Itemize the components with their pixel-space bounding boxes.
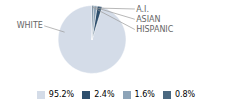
svg-text:WHITE: WHITE: [17, 21, 43, 30]
html-text:95.2%: 95.2%: [48, 90, 75, 99]
html-text:0.8%: 0.8%: [174, 90, 196, 99]
svg-text:A.I.: A.I.: [136, 5, 149, 14]
html-text:1.6%: 1.6%: [134, 90, 155, 99]
svg-text:HISPANIC: HISPANIC: [136, 25, 174, 34]
html-text:2.4%: 2.4%: [94, 90, 115, 99]
svg-text:ASIAN: ASIAN: [136, 15, 160, 24]
